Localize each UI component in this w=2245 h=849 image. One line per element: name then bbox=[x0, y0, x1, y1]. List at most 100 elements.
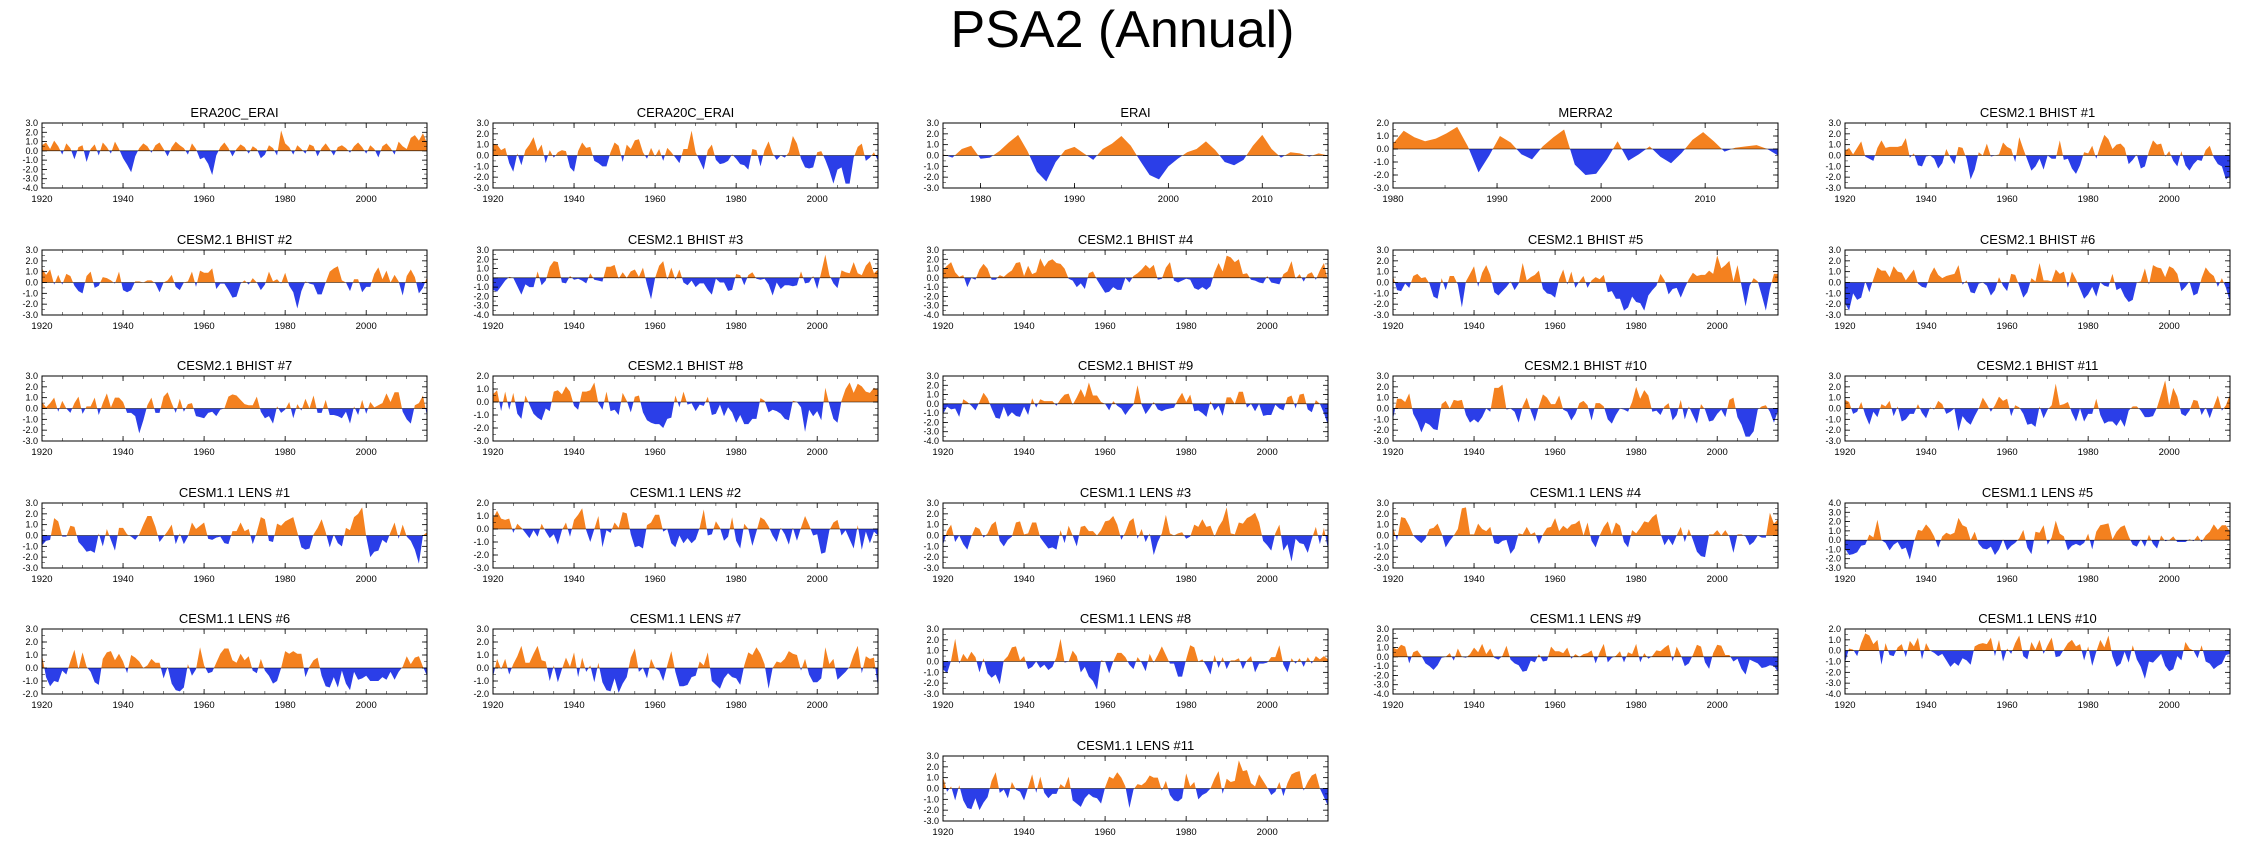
y-tick-label: 0.0 bbox=[1376, 278, 1389, 288]
y-tick-label: 2.0 bbox=[1828, 517, 1841, 527]
x-tick-label: 2000 bbox=[2159, 194, 2180, 205]
y-tick-label: -1.0 bbox=[473, 282, 489, 292]
negative-anomaly-area bbox=[1845, 282, 2230, 311]
y-tick-label: 0.0 bbox=[926, 531, 939, 541]
chart-title: ERA20C_ERAI bbox=[190, 105, 278, 120]
y-tick-label: 1.0 bbox=[1376, 643, 1389, 653]
chart-title: CESM1.1 LENS #6 bbox=[179, 611, 290, 626]
y-tick-label: -1.0 bbox=[1373, 414, 1389, 424]
y-tick-label: 1.0 bbox=[476, 140, 489, 150]
x-tick-label: 2000 bbox=[1158, 194, 1179, 205]
x-tick-label: 2000 bbox=[356, 700, 377, 711]
x-tick-label: 1940 bbox=[112, 700, 133, 711]
x-tick-label: 1940 bbox=[1915, 321, 1936, 332]
positive-anomaly-area bbox=[42, 266, 427, 283]
chart-title: CESM1.1 LENS #8 bbox=[1080, 611, 1191, 626]
negative-anomaly-area bbox=[42, 408, 427, 434]
y-tick-label: -2.0 bbox=[923, 291, 939, 301]
negative-anomaly-area bbox=[1393, 149, 1778, 175]
y-tick-label: -3.0 bbox=[1373, 563, 1389, 573]
x-tick-label: 1980 bbox=[2078, 321, 2099, 332]
chart-title: CERA20C_ERAI bbox=[637, 105, 735, 120]
x-tick-label: 1920 bbox=[482, 447, 503, 458]
y-tick-label: 0.0 bbox=[25, 146, 38, 156]
x-tick-label: 1920 bbox=[1382, 574, 1403, 585]
y-tick-label: 1.0 bbox=[1828, 393, 1841, 403]
negative-anomaly-area bbox=[493, 155, 878, 184]
y-tick-label: -3.0 bbox=[473, 301, 489, 311]
y-tick-label: -1.0 bbox=[1825, 544, 1841, 554]
x-tick-label: 1920 bbox=[1834, 321, 1855, 332]
x-tick-label: 1920 bbox=[31, 194, 52, 205]
y-tick-label: 0.0 bbox=[926, 657, 939, 667]
y-tick-label: 3.0 bbox=[476, 245, 489, 255]
y-tick-label: -2.0 bbox=[1825, 425, 1841, 435]
x-tick-label: 1940 bbox=[112, 194, 133, 205]
negative-anomaly-area bbox=[1393, 408, 1778, 437]
positive-anomaly-area bbox=[1845, 263, 2230, 283]
y-tick-label: 2.0 bbox=[25, 509, 38, 519]
negative-anomaly-area bbox=[943, 788, 1328, 811]
y-tick-label: -1.0 bbox=[1825, 414, 1841, 424]
y-tick-label: -3.0 bbox=[1373, 310, 1389, 320]
y-tick-label: -1.0 bbox=[923, 794, 939, 804]
y-tick-label: -2.0 bbox=[473, 550, 489, 560]
y-tick-label: -3.0 bbox=[22, 563, 38, 573]
x-tick-label: 1960 bbox=[1545, 447, 1566, 458]
y-tick-label: 0.0 bbox=[25, 278, 38, 288]
negative-anomaly-area bbox=[493, 668, 878, 693]
x-tick-label: 1940 bbox=[112, 321, 133, 332]
positive-anomaly-area bbox=[493, 130, 878, 156]
y-tick-label: -2.0 bbox=[22, 552, 38, 562]
negative-anomaly-area bbox=[1393, 656, 1778, 675]
y-tick-label: 1.0 bbox=[1828, 267, 1841, 277]
negative-anomaly-area bbox=[493, 277, 878, 300]
y-tick-label: 3.0 bbox=[25, 245, 38, 255]
y-tick-label: 3.0 bbox=[1828, 245, 1841, 255]
chart-panel: CESM2.1 BHIST #2 3.02.01.00.0-1.0-2.0-3.0… bbox=[22, 232, 428, 332]
chart-title: MERRA2 bbox=[1558, 105, 1612, 120]
y-tick-label: -2.0 bbox=[1825, 667, 1841, 677]
y-tick-label: -4.0 bbox=[923, 436, 939, 446]
x-tick-label: 2000 bbox=[1257, 574, 1278, 585]
y-tick-label: 2.0 bbox=[926, 129, 939, 139]
y-tick-label: -4.0 bbox=[923, 310, 939, 320]
x-tick-label: 1960 bbox=[194, 194, 215, 205]
y-tick-label: 3.0 bbox=[476, 624, 489, 634]
y-tick-label: 1.0 bbox=[1828, 635, 1841, 645]
x-tick-label: 1960 bbox=[1997, 700, 2018, 711]
y-tick-label: 1.0 bbox=[25, 520, 38, 530]
y-tick-label: 2.0 bbox=[926, 380, 939, 390]
x-tick-label: 1980 bbox=[275, 447, 296, 458]
y-tick-label: 2.0 bbox=[25, 256, 38, 266]
y-tick-label: 3.0 bbox=[926, 498, 939, 508]
y-tick-label: 2.0 bbox=[25, 382, 38, 392]
y-tick-label: -1.0 bbox=[22, 414, 38, 424]
y-tick-label: -2.0 bbox=[1373, 552, 1389, 562]
y-tick-label: -2.0 bbox=[473, 423, 489, 433]
x-tick-label: 1940 bbox=[1915, 574, 1936, 585]
y-tick-label: 0.0 bbox=[476, 151, 489, 161]
y-tick-label: -3.0 bbox=[923, 563, 939, 573]
negative-anomaly-area bbox=[1393, 535, 1778, 558]
negative-anomaly-area bbox=[42, 282, 427, 309]
chart-panel: CESM1.1 LENS #9 3.02.01.00.0-1.0-2.0-3.0-… bbox=[1373, 611, 1779, 711]
y-tick-label: 1.0 bbox=[476, 384, 489, 394]
plot-frame bbox=[1392, 628, 1779, 695]
x-tick-label: 1980 bbox=[2078, 574, 2099, 585]
y-tick-label: -3.0 bbox=[22, 310, 38, 320]
y-tick-label: -1.0 bbox=[1825, 161, 1841, 171]
y-tick-label: 0.0 bbox=[25, 663, 38, 673]
x-tick-label: 1920 bbox=[482, 194, 503, 205]
y-tick-label: 2.0 bbox=[476, 254, 489, 264]
chart-panel: CESM1.1 LENS #33.02.01.00.0-1.0-2.0-3.01… bbox=[923, 485, 1329, 585]
x-tick-label: 1980 bbox=[1626, 574, 1647, 585]
positive-anomaly-area bbox=[493, 382, 878, 402]
negative-anomaly-area bbox=[1845, 155, 2230, 180]
y-tick-label: -2.0 bbox=[923, 678, 939, 688]
y-tick-label: 3.0 bbox=[1828, 371, 1841, 381]
y-tick-label: -3.0 bbox=[923, 301, 939, 311]
y-tick-label: -1.0 bbox=[1373, 157, 1389, 167]
y-tick-label: 1.0 bbox=[476, 511, 489, 521]
x-tick-label: 1980 bbox=[275, 700, 296, 711]
